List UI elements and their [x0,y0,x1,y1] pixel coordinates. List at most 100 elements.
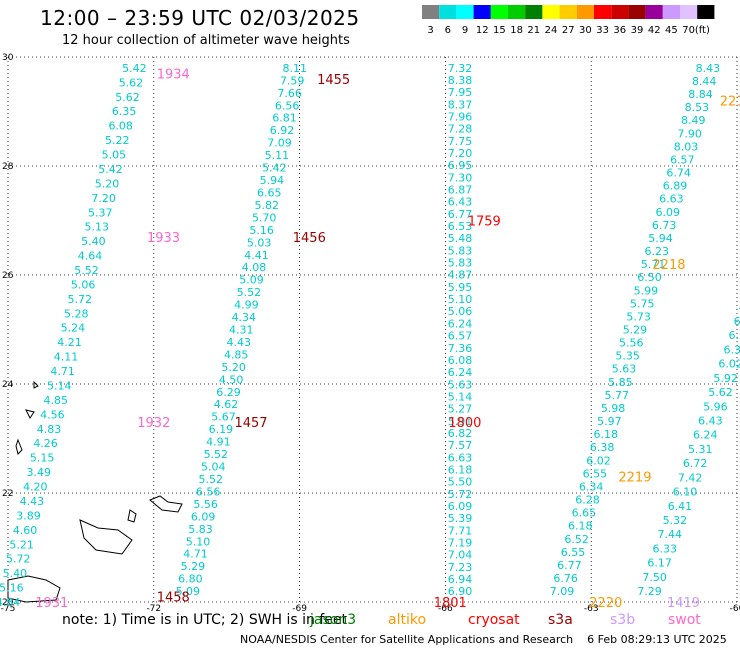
wave-height-value: 8.43 [696,62,721,75]
wave-height-value: 6.24 [693,429,718,442]
colorbar-swatch [473,5,491,19]
pass-time-label: 1457 [234,416,267,431]
wave-height-value: 5.62 [708,386,733,399]
wave-height-value: 6.94 [448,573,473,586]
wave-height-value: 5.52 [74,264,99,277]
wave-height-value: 7.90 [677,127,702,140]
satellite-legend-item: swot [668,612,701,628]
satellite-legend-item: altiko [388,612,427,628]
wave-height-value: 5.20 [95,177,120,190]
wave-height-value: 5.09 [239,274,264,287]
wave-height-value: 5.14 [448,390,473,403]
wave-height-value: 4.20 [23,481,48,494]
wave-height-value: 6.10 [673,486,698,499]
wave-height-value: 5.15 [30,452,55,465]
wave-height-value: 5.56 [619,337,644,350]
wave-height-value: 7.42 [678,471,703,484]
wave-height-value: 7.96 [448,111,473,124]
colorbar-swatch [456,5,474,19]
wave-height-value: 6.13 [734,315,740,328]
wave-height-value: 5.28 [64,307,89,320]
colorbar-swatch [645,5,663,19]
y-tick-label: 30 [2,53,14,63]
wave-height-value: 4.31 [229,324,254,337]
wave-height-value: 4.71 [50,365,75,378]
x-tick-label: -63 [584,604,599,612]
colorbar-label: 15 [493,25,506,36]
wave-height-value: 5.97 [597,415,622,428]
wave-height-value: 6.33 [652,542,677,555]
colorbar-swatch [439,5,457,19]
wave-height-value: 7.20 [91,192,116,205]
wave-height-value: 4.85 [224,348,249,361]
chart-subtitle: 12 hour collection of altimeter wave hei… [62,33,350,48]
wave-height-value: 5.62 [119,76,144,89]
wave-height-value: 5.83 [448,244,473,257]
pass-time-label: 221 [720,95,740,110]
wave-height-value: 7.66 [277,87,302,100]
wave-height-value: 7.19 [448,536,473,549]
wave-height-value: 6.19 [209,423,234,436]
satellite-legend-item: cryosat [468,612,520,628]
wave-height-value: 7.95 [448,86,473,99]
wave-height-value: 6.09 [448,500,473,513]
wave-height-value: 7.50 [642,571,667,584]
wave-height-value: 6.43 [448,196,473,209]
wave-height-value: 5.63 [612,363,637,376]
wave-height-value: 5.13 [85,221,110,234]
wave-height-value: 4.71 [739,301,740,314]
wave-height-value: 5.83 [188,523,213,536]
wave-height-value: 5.04 [201,461,226,474]
y-tick-label: 26 [2,271,14,281]
wave-height-value: 5.06 [448,305,473,318]
wave-height-value: 8.84 [688,88,713,101]
pass-time-label: 1800 [448,416,481,431]
pass-time-label: 1931 [35,596,68,611]
colorbar-label: 33 [596,25,609,36]
wave-height-value: 5.27 [448,403,473,416]
wave-height-value: 7.59 [280,74,305,87]
wave-height-value: 6.18 [594,428,619,441]
wave-height-value: 8.53 [685,101,710,114]
wave-height-value: 5.72 [67,293,92,306]
wave-height-value: 7.04 [448,549,473,562]
wave-height-value: 5.06 [71,278,96,291]
pass-time-label: 1801 [434,596,467,611]
wave-height-value: 5.10 [186,535,211,548]
colorbar-swatch [697,5,715,19]
wave-height-value: 4.87 [448,269,473,282]
wave-height-value: 6.08 [448,354,473,367]
colorbar-swatch [525,5,543,19]
wave-height-value: 7.23 [448,561,473,574]
wave-height-value: 5.99 [634,284,659,297]
wave-height-value: 4.91 [206,436,231,449]
wave-height-value: 5.16 [249,224,274,237]
pass-time-label: 1932 [137,416,170,431]
wave-height-value: 4.43 [226,336,251,349]
colorbar-label: 21 [527,25,540,36]
pass-time-label: 1933 [147,231,180,246]
wave-height-value: 5.91 [448,415,473,428]
colorbar-label: 27 [562,25,575,36]
coastline [7,575,61,603]
wave-height-value: 5.16 [0,582,24,595]
wave-height-value: 6.57 [448,330,473,343]
wave-height-value: 6.29 [216,386,241,399]
wave-height-value: 5.98 [601,402,626,415]
footer-note: note: 1) Time is in UTC; 2) SWH is in fe… [62,612,348,628]
wave-height-value: 4.71 [183,548,208,561]
wave-height-value: 6.63 [659,193,684,206]
wave-height-value: 6.76 [553,572,578,585]
colorbar-swatch [422,5,440,19]
wave-height-value: 4.84 [0,596,20,609]
wave-height-value: 5.22 [105,134,130,147]
x-tick-label: -69 [292,604,307,612]
wave-height-value: 5.85 [608,376,633,389]
colorbar-label: 70 [682,25,695,36]
wave-height-value: 6.80 [178,573,203,586]
wave-height-value: 6.74 [666,167,691,180]
wave-height-value: 6.73 [652,219,677,232]
wave-height-value: 6.72 [683,457,708,470]
wave-height-value: 5.29 [623,324,648,337]
colorbar-label: 24 [545,25,558,36]
